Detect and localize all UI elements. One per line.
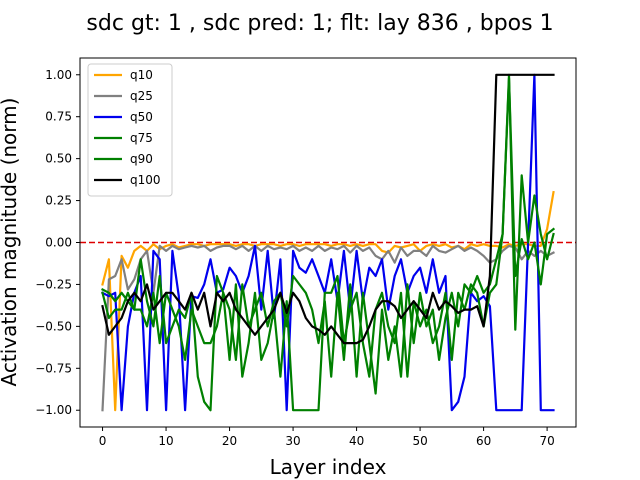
x-tick-label: 0 — [99, 434, 107, 448]
x-tick-label: 50 — [412, 434, 427, 448]
series-line-q90 — [101, 73, 555, 395]
legend-items: q10 q25 q50 q75 q90 q100 — [94, 68, 161, 187]
x-tick-label: 10 — [158, 434, 173, 448]
y-axis-label: Activation magnitude (norm) — [0, 98, 21, 387]
y-tick-label: −1.00 — [35, 403, 72, 417]
legend-label-q50: q50 — [130, 110, 153, 124]
x-tick-label: 60 — [476, 434, 491, 448]
series-line-q100 — [101, 73, 555, 345]
x-tick-label: 70 — [539, 434, 554, 448]
x-tick-label: 40 — [349, 434, 364, 448]
x-axis-ticks: 0 10 20 30 40 50 60 70 — [99, 427, 555, 448]
y-tick-label: 1.00 — [45, 68, 72, 82]
series-line-q75 — [101, 76, 556, 412]
legend-label-q25: q25 — [130, 89, 153, 103]
legend-label-q10: q10 — [130, 68, 153, 82]
y-tick-label: 0.00 — [45, 236, 72, 250]
legend: q10 q25 q50 q75 q90 q100 — [87, 63, 173, 197]
legend-label-q100: q100 — [130, 173, 161, 187]
x-tick-label: 20 — [222, 434, 237, 448]
x-axis-label: Layer index — [270, 455, 387, 479]
y-axis-ticks: −1.00 −0.75 −0.50 −0.25 0.00 0.25 0.50 0.75 1.00 — [35, 68, 80, 417]
y-tick-label: −0.75 — [35, 361, 72, 375]
y-tick-label: 0.50 — [45, 152, 72, 166]
series-line-q10 — [101, 190, 555, 412]
legend-label-q75: q75 — [130, 131, 153, 145]
series-layer — [101, 73, 556, 412]
y-tick-label: 0.25 — [45, 194, 72, 208]
y-tick-label: −0.50 — [35, 319, 72, 333]
series-line-q25 — [101, 244, 555, 412]
legend-label-q90: q90 — [130, 152, 153, 166]
y-tick-label: −0.25 — [35, 277, 72, 291]
x-tick-label: 30 — [285, 434, 300, 448]
chart-title: sdc gt: 1 , sdc pred: 1; flt: lay 836 , … — [86, 11, 553, 36]
y-tick-label: 0.75 — [45, 110, 72, 124]
